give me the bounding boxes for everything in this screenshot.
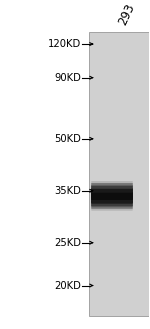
Text: 293: 293 [116,1,138,27]
Text: 120KD: 120KD [48,39,81,49]
Text: 25KD: 25KD [54,238,81,248]
Text: 20KD: 20KD [54,281,81,291]
Bar [89,32,149,316]
Text: 35KD: 35KD [54,186,81,196]
Text: 90KD: 90KD [54,73,81,83]
Text: 50KD: 50KD [54,134,81,144]
